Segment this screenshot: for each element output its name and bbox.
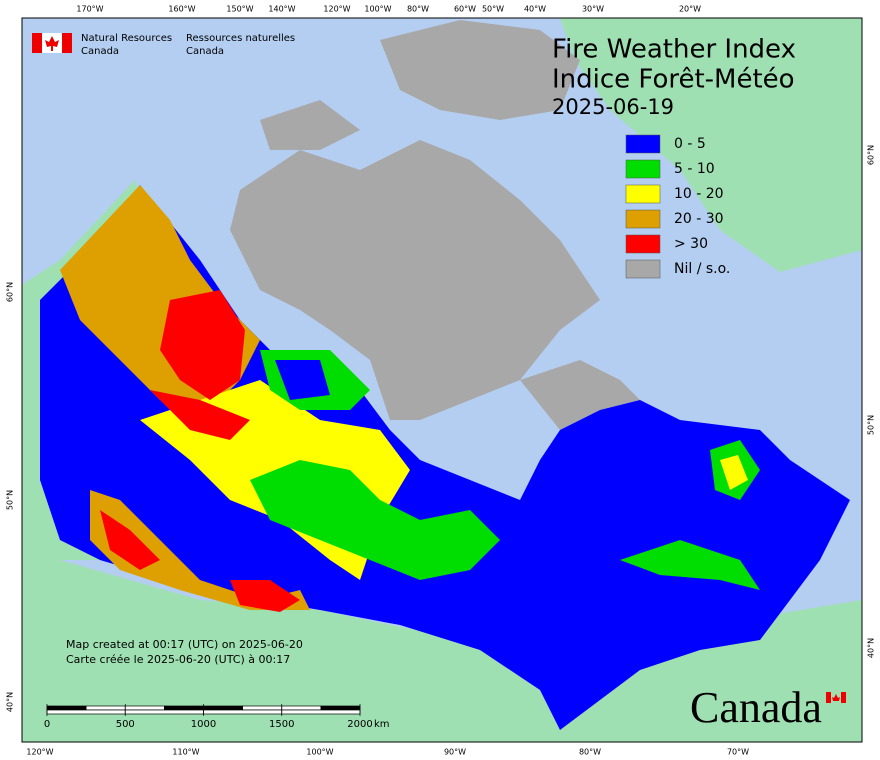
greenland: [560, 18, 862, 272]
legend-swatch: [625, 184, 661, 204]
legend-label: 10 - 20: [674, 186, 724, 202]
graticule-label: 120°W: [323, 5, 350, 14]
org-fr: Ressources naturelles: [186, 33, 295, 44]
graticule-label: 30°W: [582, 5, 604, 14]
legend-label: > 30: [674, 236, 708, 252]
scale-segment: [281, 705, 322, 711]
map-title: Indice Forêt-Météo: [552, 65, 795, 95]
graticule-label: 80°W: [407, 5, 429, 14]
org-en: Canada: [81, 46, 119, 57]
fwi-zone: [100, 510, 160, 570]
scale-unit: km: [374, 719, 390, 730]
legend-label: 5 - 10: [674, 161, 715, 177]
usa-east: [540, 600, 862, 742]
fwi-surface: [40, 185, 850, 730]
graticule-label: 60°N: [867, 145, 876, 165]
graticule-label: 90°W: [444, 748, 466, 757]
graticule-label: 170°W: [76, 5, 103, 14]
graticule-label: 80°W: [579, 748, 601, 757]
graticule-label: 50°N: [6, 490, 15, 510]
usa-west: [22, 470, 550, 742]
scale-segment: [46, 705, 87, 711]
scale-label: 1000: [191, 719, 216, 730]
graticule-label: 60°W: [454, 5, 476, 14]
scale-label: 1500: [269, 719, 294, 730]
graticule-label: 40°W: [524, 5, 546, 14]
maple-leaf: [45, 36, 59, 51]
scale-segment: [124, 709, 204, 715]
scale-segment: [164, 705, 204, 711]
flag-bar: [841, 692, 846, 703]
scale-segment: [85, 705, 126, 711]
scale-segment: [320, 705, 361, 711]
fwi-zone: [230, 580, 300, 612]
graticule-label: 100°W: [364, 5, 391, 14]
created-note: Map created at 00:17 (UTC) on 2025-06-20: [66, 638, 303, 651]
canada-wordmark: [826, 692, 846, 703]
graticule-label: 110°W: [172, 748, 199, 757]
arctic-islands: [230, 20, 640, 430]
map-title: Fire Weather Index: [552, 35, 796, 65]
created-note: Carte créée le 2025-06-20 (UTC) à 00:17: [66, 653, 290, 666]
graticule-label: 60°N: [6, 282, 15, 302]
scale-segment: [124, 705, 165, 711]
graticule-label: 50°N: [867, 415, 876, 435]
ellesmere: [380, 20, 580, 120]
graticule-label: 100°W: [306, 748, 333, 757]
scale-segment: [281, 709, 361, 715]
fwi-zone: [620, 540, 760, 590]
scale-label: 500: [116, 719, 135, 730]
legend-label: 0 - 5: [674, 136, 706, 152]
map-date: 2025-06-19: [552, 95, 674, 119]
scale-segment: [203, 709, 283, 715]
map-frame: [21, 17, 863, 743]
graticule-label: 150°W: [226, 5, 253, 14]
nrcan-logo: [32, 33, 72, 53]
scale-segment: [203, 705, 243, 711]
org-en: Natural Resources: [81, 33, 172, 44]
flag-bar: [826, 692, 831, 703]
island: [260, 100, 360, 150]
legend-swatch: [625, 134, 661, 154]
fwi-zone: [250, 460, 500, 580]
legend-label: Nil / s.o.: [674, 261, 730, 277]
maple-leaf: [832, 694, 840, 701]
wordmark: Canada: [690, 683, 822, 732]
graticule-label: 120°W: [26, 748, 53, 757]
scale-segment: [242, 705, 283, 711]
fwi-zone: [160, 290, 245, 400]
legend-swatch: [625, 209, 661, 229]
graticule-label: 160°W: [168, 5, 195, 14]
flag-bar: [62, 33, 72, 53]
flag-bar: [32, 33, 42, 53]
labrador-north: [520, 360, 640, 430]
legend-swatch: [625, 159, 661, 179]
legend-label: 20 - 30: [674, 211, 724, 227]
scale-segment: [46, 709, 126, 715]
graticule-label: 70°W: [727, 748, 749, 757]
graticule-label: 20°W: [679, 5, 701, 14]
graticule-label: 40°N: [867, 638, 876, 658]
graticule-label: 140°W: [268, 5, 295, 14]
graticule-label: 40°N: [6, 692, 15, 712]
scale-label: 0: [44, 719, 50, 730]
scale-label: 2000: [347, 719, 372, 730]
fwi-zone: [720, 455, 748, 490]
arctic-landmass: [230, 140, 600, 420]
legend-swatch: [625, 259, 661, 279]
fwi-zone: [275, 360, 330, 400]
graticule-label: 50°W: [482, 5, 504, 14]
fwi-zone: [150, 390, 250, 440]
org-fr: Canada: [186, 46, 224, 57]
legend-swatch: [625, 234, 661, 254]
